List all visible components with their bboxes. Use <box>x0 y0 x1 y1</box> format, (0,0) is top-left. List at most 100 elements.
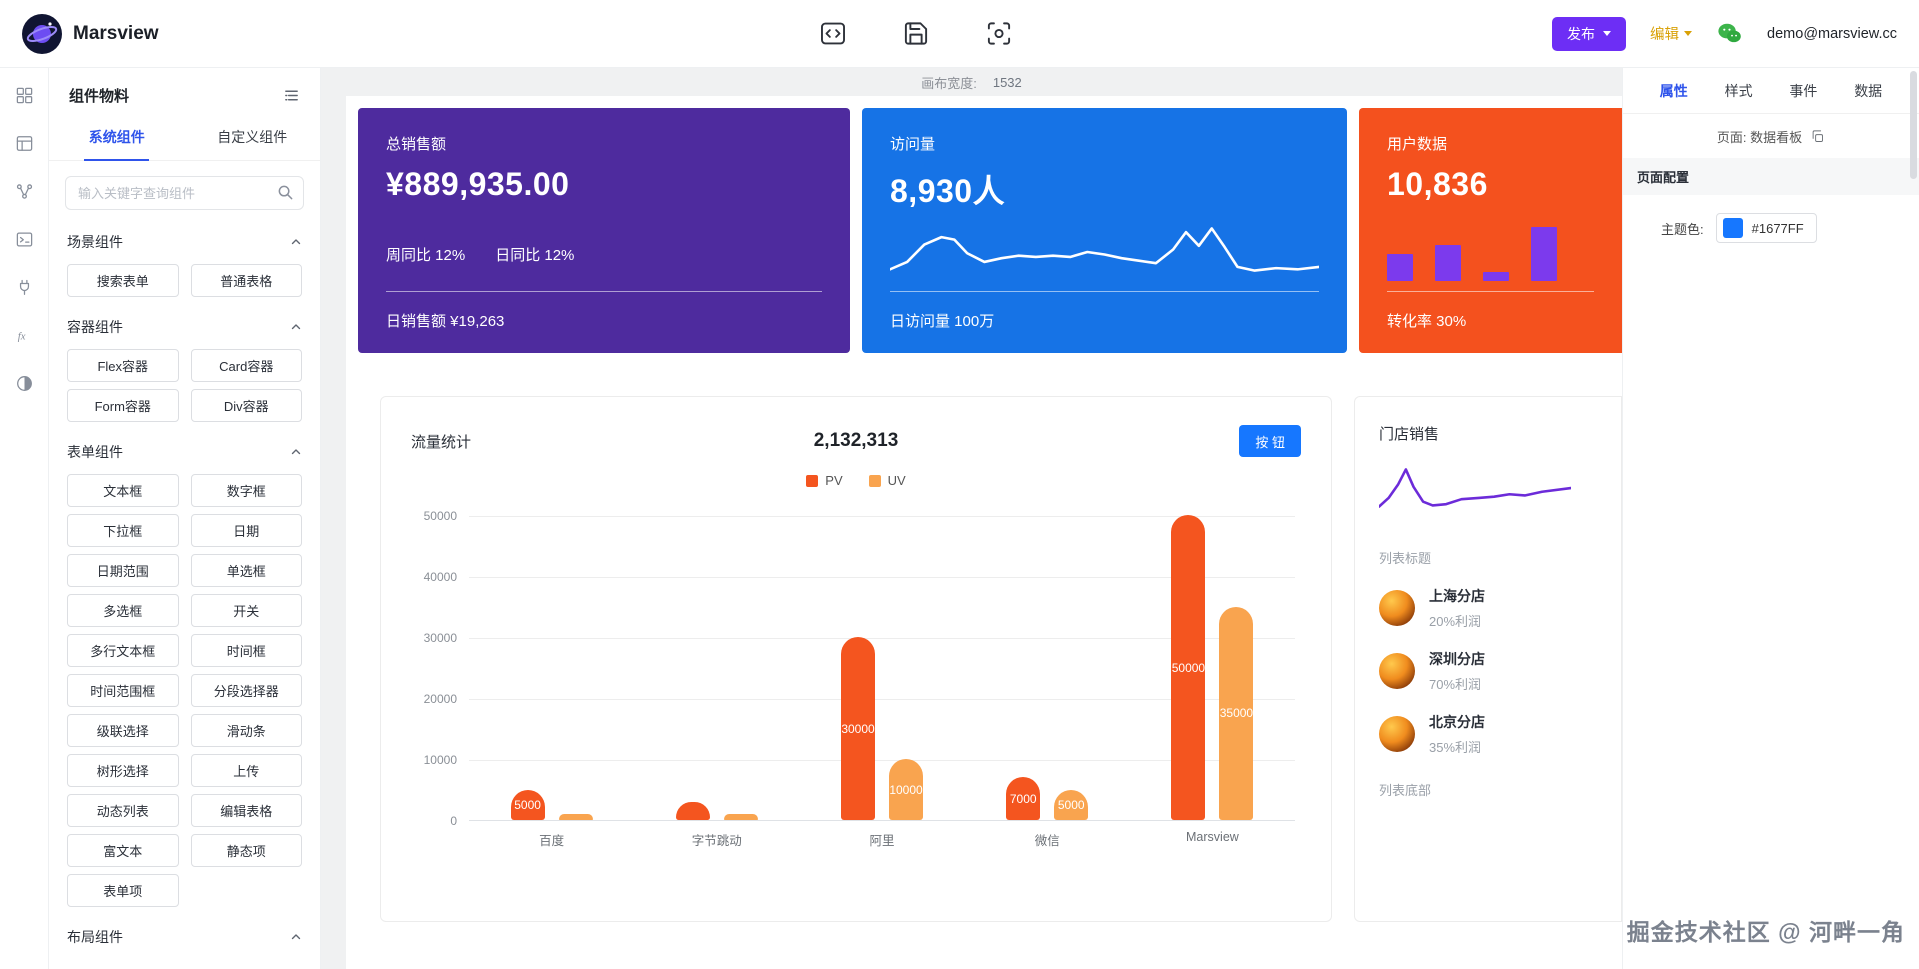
store-list-item[interactable]: 北京分店 35%利润 <box>1379 712 1597 756</box>
component-item[interactable]: 滑动条 <box>190 714 302 747</box>
inspector-tabs: 属性 样式 事件 数据 <box>1623 68 1919 114</box>
inspector-tab[interactable]: 事件 <box>1789 82 1818 99</box>
pages-icon[interactable] <box>15 134 34 153</box>
legend-item[interactable]: UV <box>868 473 906 488</box>
visits-sparkline <box>890 221 1319 283</box>
search-input[interactable] <box>65 176 304 210</box>
api-icon[interactable] <box>15 278 34 297</box>
account-email[interactable]: demo@marsview.cc <box>1767 25 1897 42</box>
save-icon[interactable] <box>902 20 929 47</box>
component-item[interactable]: 数字框 <box>190 474 302 507</box>
y-tick-label: 40000 <box>423 570 457 584</box>
code-icon[interactable] <box>819 20 846 47</box>
store-name: 深圳分店 <box>1429 651 1485 667</box>
store-list-item[interactable]: 深圳分店 70%利润 <box>1379 649 1597 693</box>
component-item[interactable]: 级联选择 <box>67 714 179 747</box>
component-item[interactable]: 下拉框 <box>67 514 179 547</box>
theme-color-picker[interactable]: #1677FF <box>1715 213 1817 243</box>
component-item[interactable]: 树形选择 <box>67 754 179 787</box>
legend-item[interactable]: PV <box>806 473 843 488</box>
traffic-plot: 0 10000 20000 30000 40000 50000 5000 30000 10000… <box>424 509 1295 828</box>
section-header[interactable]: 布局组件 <box>65 915 304 957</box>
flow-icon[interactable] <box>15 182 34 201</box>
component-item[interactable]: Form容器 <box>67 389 179 422</box>
inspector-tab[interactable]: 数据 <box>1854 82 1883 99</box>
divider <box>386 291 822 292</box>
copy-icon[interactable] <box>1810 129 1825 144</box>
y-tick-label: 10000 <box>423 753 457 767</box>
component-item[interactable]: 多选框 <box>67 594 179 627</box>
component-item[interactable]: 编辑表格 <box>190 794 302 827</box>
store-list-item[interactable]: 上海分店 20%利润 <box>1379 586 1597 630</box>
panel-toggle-icon[interactable] <box>283 87 300 104</box>
store-list-header: 列表标题 <box>1379 551 1432 566</box>
section-header[interactable]: 容器组件 <box>65 305 304 347</box>
bar-pv: 7000 <box>1006 777 1041 820</box>
page-indicator: 页面: 数据看板 <box>1623 114 1919 158</box>
component-item[interactable]: 日期 <box>190 514 302 547</box>
component-item[interactable]: 开关 <box>190 594 302 627</box>
mini-bar <box>1387 254 1413 281</box>
component-item[interactable]: 日期范围 <box>67 554 179 587</box>
inspector-tab[interactable]: 属性 <box>1659 82 1688 99</box>
scrollbar-thumb[interactable] <box>1910 71 1917 179</box>
component-item[interactable]: 富文本 <box>67 834 179 867</box>
chart-button[interactable]: 按 钮 <box>1239 425 1301 457</box>
component-item[interactable]: 时间范围框 <box>67 674 179 707</box>
store-list: 上海分店 20%利润 深圳分店 70%利润 北京分店 35%利润 <box>1379 586 1597 756</box>
caret-down-icon <box>1684 31 1693 36</box>
preview-icon[interactable] <box>985 20 1012 47</box>
inspector-tab[interactable]: 样式 <box>1724 82 1753 99</box>
x-axis-label: 微信 <box>1034 834 1060 848</box>
component-item[interactable]: 分段选择器 <box>190 674 302 707</box>
store-title: 门店销售 <box>1379 426 1440 443</box>
component-item[interactable]: 时间框 <box>190 634 302 667</box>
component-item[interactable]: 普通表格 <box>190 264 302 297</box>
traffic-chart-card[interactable]: 流量统计 2,132,313 按 钮 PV UV 0 10000 20000 30000… <box>380 396 1332 922</box>
edit-mode-dropdown[interactable]: 编辑 <box>1650 23 1693 44</box>
stat-card-visits[interactable]: 访问量 8,930人 日访问量 100万 <box>862 108 1347 353</box>
user-mini-bars <box>1387 227 1557 281</box>
y-tick-label: 20000 <box>423 692 457 706</box>
section-header[interactable]: 场景组件 <box>65 220 304 262</box>
component-item[interactable]: Flex容器 <box>67 349 179 382</box>
store-avatar <box>1379 590 1415 626</box>
component-item[interactable]: 表单项 <box>67 874 179 907</box>
section-header[interactable]: 表单组件 <box>65 430 304 472</box>
traffic-xlabels: 百度 字节跳动 阿里 微信 Marsview <box>469 830 1295 849</box>
y-tick-label: 30000 <box>423 631 457 645</box>
bar-value-label: 10000 <box>889 782 923 797</box>
sidebar-tab[interactable]: 系统组件 <box>49 117 185 161</box>
component-item[interactable]: 文本框 <box>67 474 179 507</box>
theme-icon[interactable] <box>15 374 34 393</box>
component-item[interactable]: 搜索表单 <box>67 264 179 297</box>
component-item[interactable]: 动态列表 <box>67 794 179 827</box>
component-item[interactable]: 多行文本框 <box>67 634 179 667</box>
page-canvas[interactable]: 总销售额 ¥889,935.00 周同比 12% 日同比 12% 日销售额 ¥1… <box>346 96 1622 969</box>
bar-value-label: 5000 <box>514 797 541 812</box>
component-item[interactable]: 上传 <box>190 754 302 787</box>
component-item[interactable]: 单选框 <box>190 554 302 587</box>
store-sales-card[interactable]: 门店销售 列表标题 上海分店 20%利润 深圳分店 70%利润 北京分店 35%利润 列表… <box>1354 396 1622 922</box>
toolbar-center <box>819 0 1012 67</box>
fx-icon[interactable]: fx <box>15 326 34 345</box>
bar-pv: 50000 <box>1171 515 1206 820</box>
terminal-icon[interactable] <box>15 230 34 249</box>
theme-color-label: 主题色: <box>1661 221 1704 237</box>
components-icon[interactable] <box>15 86 34 105</box>
brand[interactable]: Marsview <box>22 13 159 54</box>
component-item[interactable]: 静态项 <box>190 834 302 867</box>
topbar-right: 发布 编辑 demo@marsview.cc <box>1552 16 1897 51</box>
sidebar-tab[interactable]: 自定义组件 <box>217 129 288 145</box>
publish-button[interactable]: 发布 <box>1552 16 1627 51</box>
stat-card-total-sales[interactable]: 总销售额 ¥889,935.00 周同比 12% 日同比 12% 日销售额 ¥1… <box>358 108 850 353</box>
color-swatch <box>1722 218 1743 238</box>
component-item[interactable]: Card容器 <box>190 349 302 382</box>
section-title: 布局组件 <box>67 929 123 945</box>
component-item[interactable]: Div容器 <box>190 389 302 422</box>
bar-uv <box>723 813 758 820</box>
y-tick-label: 50000 <box>423 509 457 523</box>
stat-card-users[interactable]: 用户数据 10,836 转化率 30% <box>1359 108 1622 353</box>
wechat-icon[interactable] <box>1716 20 1743 47</box>
